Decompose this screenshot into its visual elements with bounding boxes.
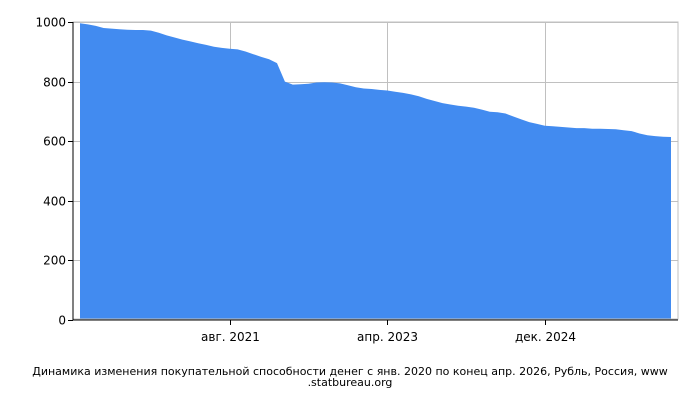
y-tick-label: 600 <box>43 135 66 149</box>
x-axis-ticks: авг. 2021 апр. 2023 дек. 2024 <box>201 320 576 344</box>
y-tick-label: 800 <box>43 76 66 90</box>
x-tick-label: авг. 2021 <box>201 330 260 344</box>
y-axis-ticks: 0 200 400 600 800 1000 <box>35 16 73 328</box>
area-series <box>80 23 671 320</box>
y-tick-label: 0 <box>58 314 66 328</box>
y-tick-label: 400 <box>43 195 66 209</box>
x-tick-label: апр. 2023 <box>357 330 418 344</box>
x-tick-label: дек. 2024 <box>515 330 576 344</box>
y-tick-label: 1000 <box>35 16 66 30</box>
y-tick-label: 200 <box>43 254 66 268</box>
chart-title-line-1: Динамика изменения покупательной способн… <box>32 365 668 378</box>
chart-title-line-2: .statbureau.org <box>307 376 393 389</box>
